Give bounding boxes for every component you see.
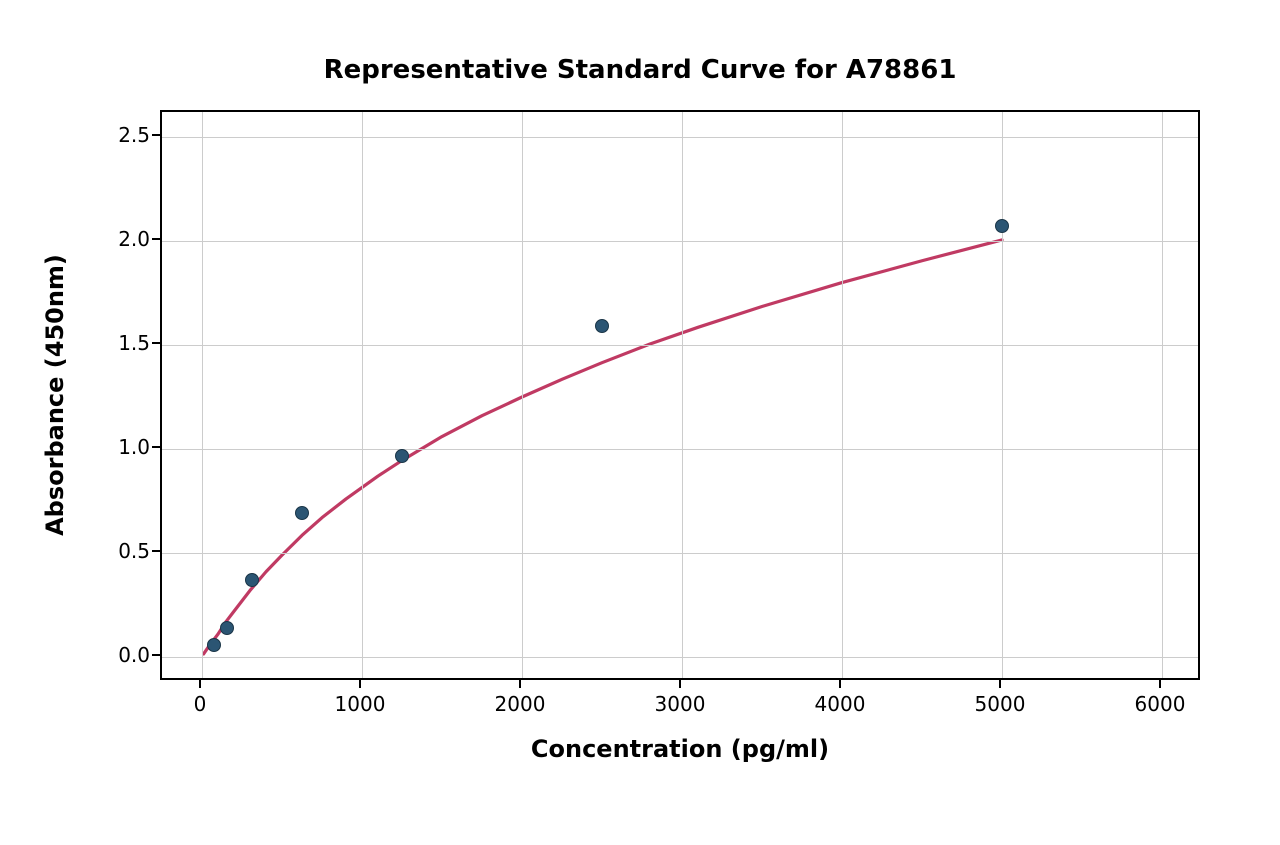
chart-figure: Representative Standard Curve for A78861…: [0, 0, 1280, 845]
x-tick-label: 3000: [655, 692, 706, 716]
gridline-v: [1162, 112, 1163, 678]
y-tick: [152, 342, 160, 344]
gridline-h: [162, 553, 1198, 554]
data-point: [995, 219, 1009, 233]
data-point: [295, 506, 309, 520]
x-tick: [1159, 680, 1161, 688]
y-tick-label: 0.0: [110, 643, 150, 667]
x-tick: [359, 680, 361, 688]
data-point: [245, 573, 259, 587]
y-tick-label: 1.5: [110, 331, 150, 355]
y-tick: [152, 446, 160, 448]
gridline-v: [202, 112, 203, 678]
x-tick-label: 5000: [975, 692, 1026, 716]
data-point: [207, 638, 221, 652]
gridline-v: [682, 112, 683, 678]
plot-area: [160, 110, 1200, 680]
y-tick-label: 0.5: [110, 539, 150, 563]
gridline-h: [162, 241, 1198, 242]
x-tick: [199, 680, 201, 688]
gridline-v: [1002, 112, 1003, 678]
gridline-h: [162, 345, 1198, 346]
data-point: [595, 319, 609, 333]
chart-title: Representative Standard Curve for A78861: [0, 55, 1280, 85]
y-tick-label: 2.5: [110, 123, 150, 147]
y-tick: [152, 654, 160, 656]
y-tick-label: 2.0: [110, 227, 150, 251]
x-tick: [999, 680, 1001, 688]
data-point: [220, 621, 234, 635]
gridline-h: [162, 137, 1198, 138]
y-tick-label: 1.0: [110, 435, 150, 459]
x-tick-label: 1000: [335, 692, 386, 716]
data-point: [395, 449, 409, 463]
gridline-v: [362, 112, 363, 678]
gridline-h: [162, 449, 1198, 450]
gridline-v: [842, 112, 843, 678]
y-tick: [152, 550, 160, 552]
gridline-h: [162, 657, 1198, 658]
y-tick: [152, 238, 160, 240]
x-axis-label: Concentration (pg/ml): [531, 735, 829, 763]
x-tick: [839, 680, 841, 688]
fitted-curve: [204, 240, 1002, 654]
x-tick-label: 2000: [495, 692, 546, 716]
x-tick: [519, 680, 521, 688]
x-tick-label: 4000: [815, 692, 866, 716]
gridline-v: [522, 112, 523, 678]
x-tick: [679, 680, 681, 688]
x-tick-label: 0: [194, 692, 207, 716]
x-tick-label: 6000: [1135, 692, 1186, 716]
y-tick: [152, 134, 160, 136]
y-axis-label: Absorbance (450nm): [41, 254, 69, 536]
